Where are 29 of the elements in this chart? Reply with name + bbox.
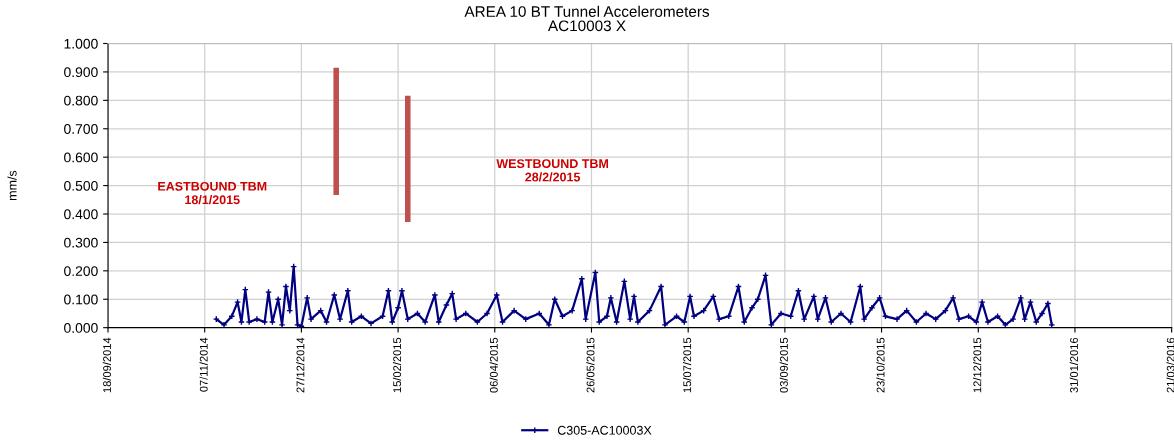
chart-title: AREA 10 BT Tunnel Accelerometers: [464, 5, 710, 17]
y-tick-label: 1.000: [64, 38, 98, 49]
x-tick-label: 12/12/2015: [973, 337, 982, 393]
annotation: EASTBOUND TBM 18/1/2015: [158, 181, 267, 205]
y-tick-label: 0.900: [64, 67, 98, 78]
y-tick-label: 0.600: [64, 152, 98, 163]
y-tick-label: 0.200: [64, 266, 98, 277]
y-tick-label: 0.000: [64, 323, 98, 333]
legend-label: C305-AC10003X: [557, 425, 652, 435]
y-axis-title: mm/s: [7, 170, 17, 201]
y-tick-label: 0.800: [64, 95, 98, 106]
y-tick-label: 0.100: [64, 294, 98, 305]
x-tick-label: 31/01/2016: [1069, 337, 1078, 393]
y-tick-label: 0.500: [64, 180, 98, 191]
x-tick-label: 07/11/2014: [199, 337, 208, 392]
x-tick-label: 23/10/2015: [876, 337, 885, 393]
x-tick-label: 03/09/2015: [779, 337, 788, 393]
x-tick-label: 15/07/2015: [683, 337, 692, 393]
annotation: WESTBOUND TBM 28/2/2015: [496, 159, 609, 182]
y-tick-label: 0.400: [64, 209, 98, 220]
chart-subtitle: AC10003 X: [547, 20, 626, 32]
y-tick-label: 0.300: [64, 237, 98, 248]
x-tick-label: 06/04/2015: [489, 337, 498, 393]
y-tick-label: 0.700: [64, 124, 98, 134]
x-tick-label: 15/02/2015: [392, 337, 402, 393]
x-tick-label: 18/09/2014: [102, 337, 111, 393]
x-tick-label: 27/12/2014: [296, 337, 305, 393]
x-tick-label: 26/05/2015: [586, 337, 595, 393]
x-tick-label: 21/03/2016: [1166, 337, 1174, 393]
